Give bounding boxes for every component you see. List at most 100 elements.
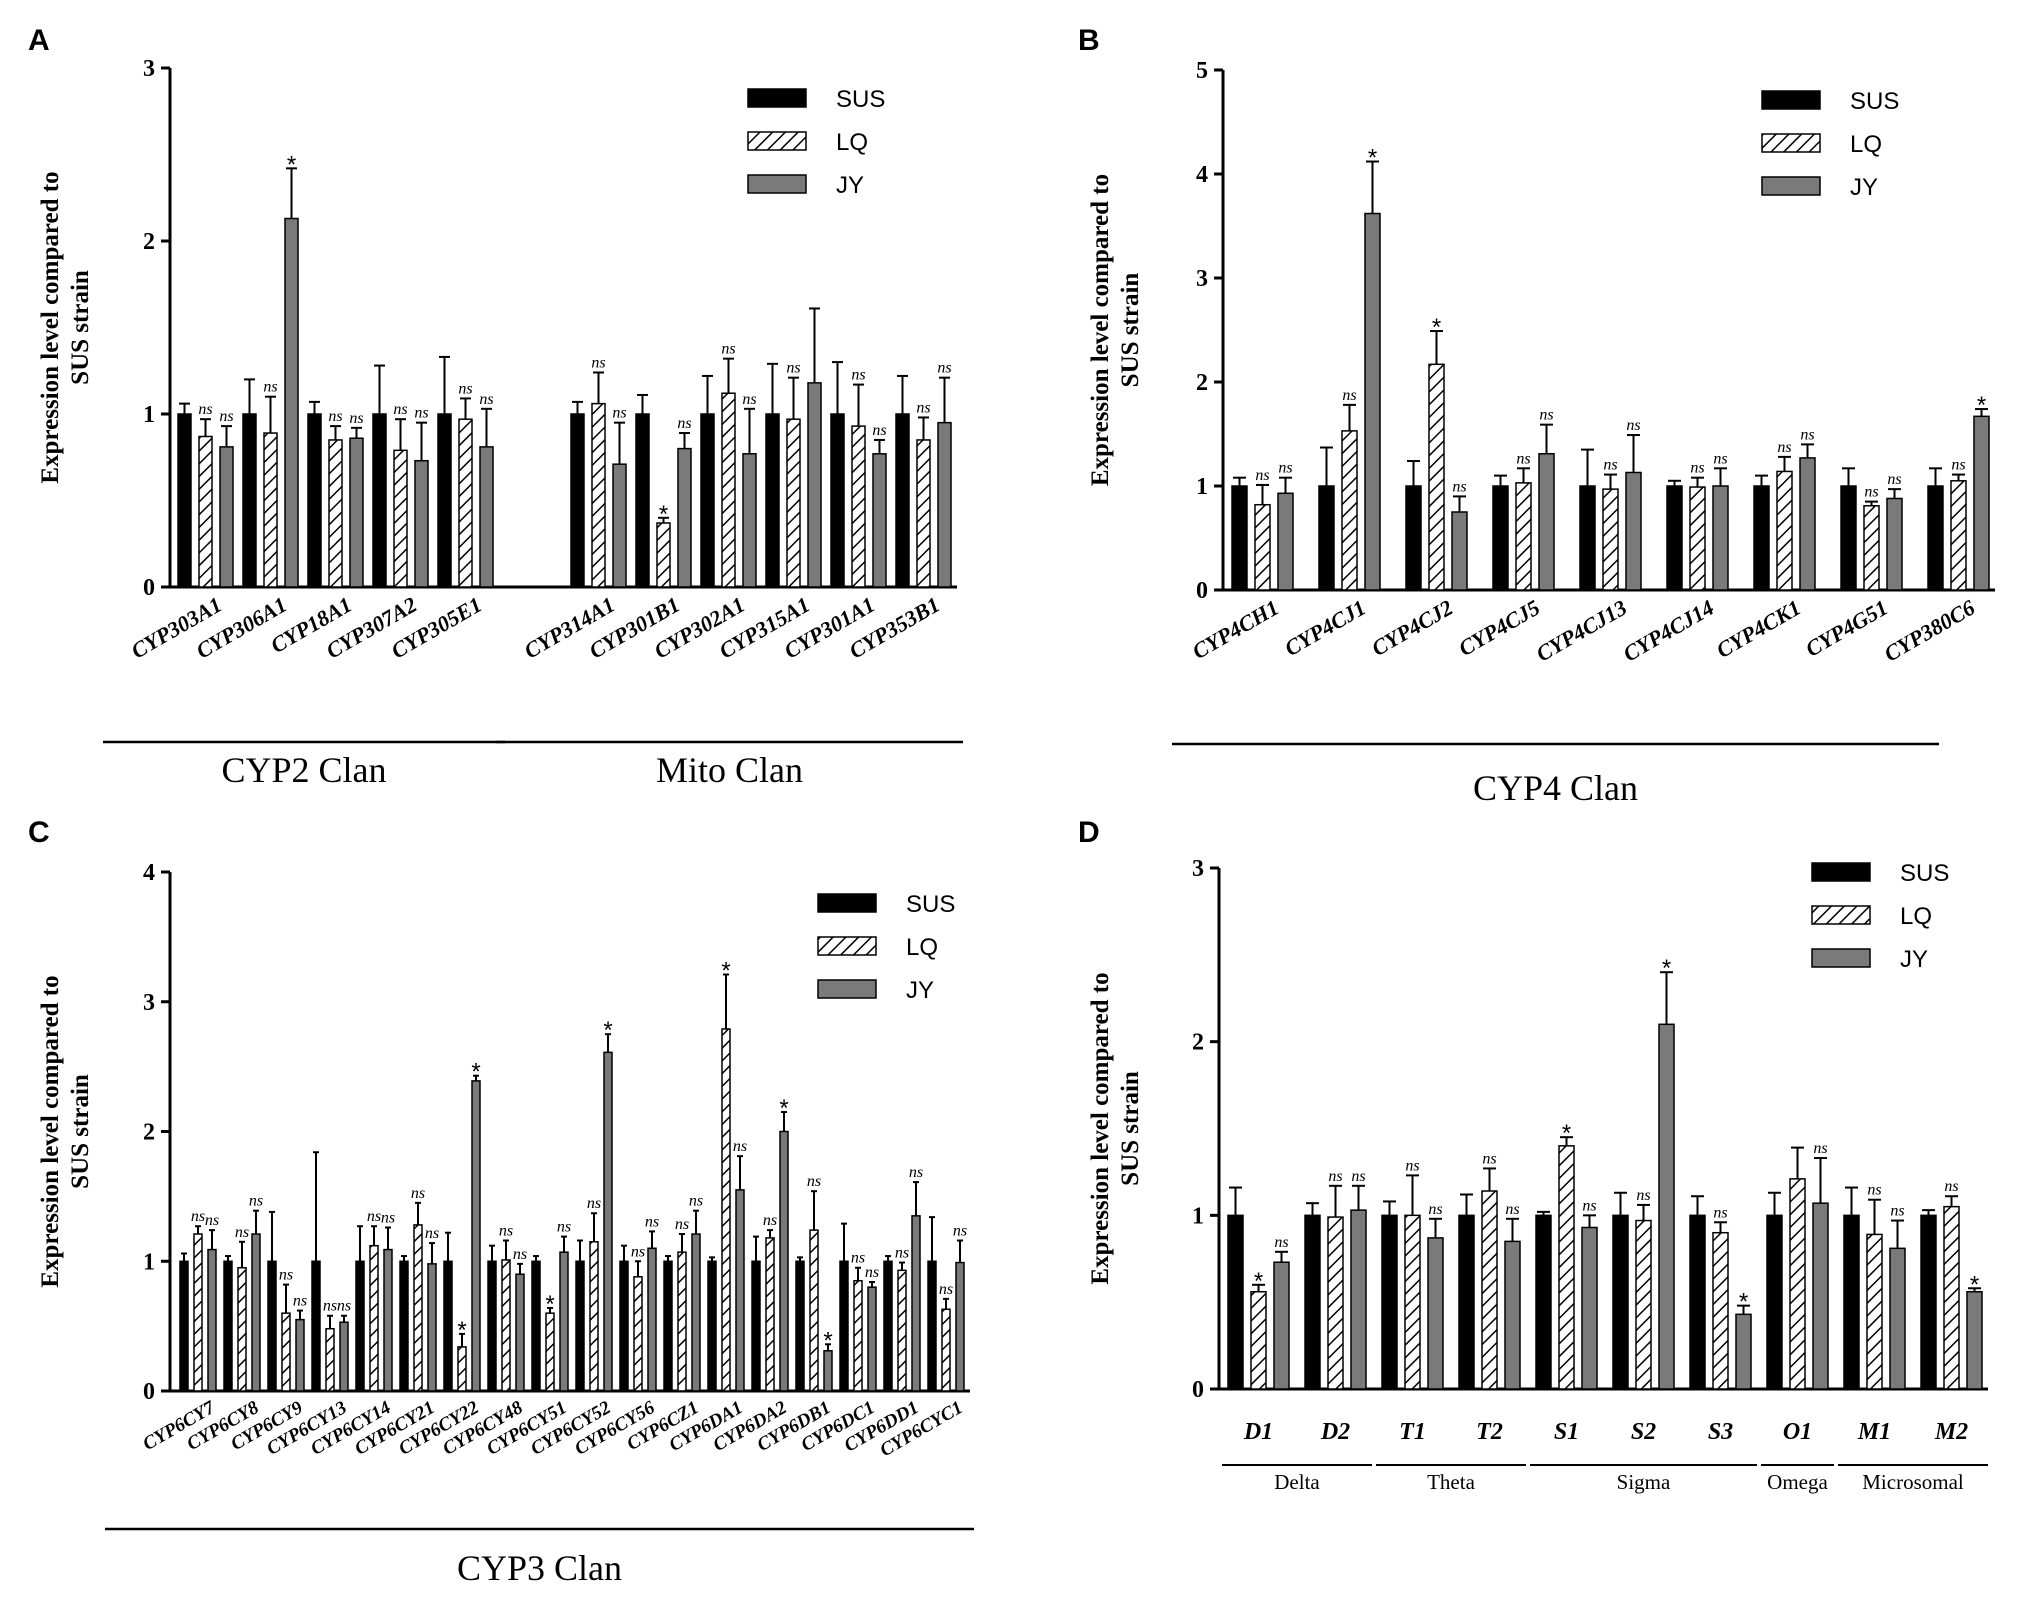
bar-sus-cyp6cy52 <box>575 1260 585 1392</box>
bar-lq-cyp6cy13 <box>325 1327 335 1392</box>
significance-ns: ns <box>337 1298 351 1315</box>
legend-label: JY <box>1850 174 1878 201</box>
bar-jy-cyp6cy13 <box>339 1321 349 1392</box>
bar-jy-cyp314a1 <box>612 463 627 588</box>
significance-star: * <box>287 151 296 178</box>
bar-jy-cyp6cz1 <box>691 1233 701 1392</box>
y-tick-label: 4 <box>143 860 155 886</box>
significance-ns: ns <box>1582 1197 1596 1214</box>
bar-sus-cyp4ch1 <box>1231 485 1248 591</box>
bar-lq-cyp4cj14 <box>1689 486 1706 591</box>
significance-ns: ns <box>1951 457 1965 474</box>
significance-ns: ns <box>1405 1157 1419 1174</box>
bar-jy-t1 <box>1427 1237 1444 1390</box>
group-label: CYP4 Clan <box>1473 768 1638 808</box>
significance-ns: ns <box>499 1222 513 1239</box>
bar-jy-cyp6cy22 <box>471 1080 481 1392</box>
bar-jy-cyp6cy56 <box>647 1247 657 1392</box>
bar-jy-cyp307a2 <box>414 459 429 588</box>
bar-sus-d1 <box>1227 1214 1244 1390</box>
category-label: D1 <box>1243 1419 1273 1445</box>
significance-ns: ns <box>219 408 233 425</box>
bar-sus-s3 <box>1689 1214 1706 1390</box>
bar-jy-cyp4cj2 <box>1451 511 1468 591</box>
bar-lq-cyp6cy21 <box>413 1224 423 1392</box>
y-tick-label: 1 <box>143 402 155 428</box>
significance-ns: ns <box>689 1193 703 1210</box>
significance-ns: ns <box>425 1225 439 1242</box>
y-tick-label: 3 <box>143 990 155 1016</box>
y-tick-label: 2 <box>143 1120 155 1146</box>
category-label: CYP4CJ2 <box>1367 595 1457 661</box>
significance-ns: ns <box>557 1219 571 1236</box>
significance-ns: ns <box>1351 1168 1365 1185</box>
bar-sus-cyp307a2 <box>372 413 387 588</box>
bar-jy-cyp4ch1 <box>1277 492 1294 591</box>
y-tick-label: 3 <box>143 56 155 82</box>
category-label: CYP380C6 <box>1880 595 1979 667</box>
bar-jy-cyp6dd1 <box>911 1215 921 1392</box>
bar-jy-d2 <box>1350 1209 1367 1390</box>
significance-ns: ns <box>895 1245 909 1262</box>
significance-ns: ns <box>328 408 342 425</box>
bar-jy-cyp6cy21 <box>427 1263 437 1392</box>
legend-swatch-lq <box>1761 133 1821 153</box>
significance-ns: ns <box>591 354 605 371</box>
category-label: T1 <box>1399 1419 1426 1445</box>
bar-jy-cyp6cy14 <box>383 1248 393 1392</box>
bar-sus-cyp6cyc1 <box>927 1260 937 1392</box>
y-axis-label: Expression level compared to SUS strain <box>37 975 94 1287</box>
significance-ns: ns <box>1636 1187 1650 1204</box>
significance-star: * <box>1662 955 1671 982</box>
significance-ns: ns <box>865 1264 879 1281</box>
bar-lq-m2 <box>1943 1205 1960 1390</box>
bar-sus-cyp302a1 <box>700 413 715 588</box>
significance-ns: ns <box>414 405 428 422</box>
bar-sus-cyp6cy8 <box>223 1260 233 1392</box>
category-label: CYP4CJ5 <box>1454 595 1544 661</box>
legend-swatch-sus <box>1811 862 1871 882</box>
bar-jy-cyp380c6 <box>1973 415 1990 591</box>
bar-lq-cyp4ck1 <box>1776 470 1793 591</box>
significance-ns: ns <box>1452 478 1466 495</box>
significance-ns: ns <box>349 410 363 427</box>
significance-ns: ns <box>631 1243 645 1260</box>
significance-star: * <box>721 958 730 985</box>
significance-ns: ns <box>742 391 756 408</box>
legend-swatch-jy <box>747 174 807 194</box>
significance-ns: ns <box>872 422 886 439</box>
significance-ns: ns <box>675 1216 689 1233</box>
bar-lq-cyp6db1 <box>809 1229 819 1392</box>
bar-lq-s1 <box>1558 1145 1575 1390</box>
bar-sus-cyp6da2 <box>751 1260 761 1392</box>
bar-jy-cyp315a1 <box>807 382 822 588</box>
significance-ns: ns <box>1887 471 1901 488</box>
bar-lq-cyp6dc1 <box>853 1279 863 1392</box>
significance-star: * <box>471 1059 480 1086</box>
significance-ns: ns <box>1516 450 1530 467</box>
y-tick-label: 1 <box>1192 1203 1204 1229</box>
bar-lq-cyp353b1 <box>916 439 931 588</box>
subgroup-label: Omega <box>1767 1470 1828 1494</box>
bar-sus-cyp6cy13 <box>311 1260 321 1392</box>
subgroup-label: Theta <box>1427 1470 1475 1494</box>
bar-jy-cyp4cj13 <box>1625 471 1642 591</box>
significance-ns: ns <box>1626 417 1640 434</box>
significance-ns: ns <box>249 1193 263 1210</box>
bar-jy-cyp6dc1 <box>867 1286 877 1392</box>
group-label: Mito Clan <box>656 750 803 790</box>
bar-sus-cyp6cy48 <box>487 1260 497 1392</box>
significance-ns: ns <box>1505 1201 1519 1218</box>
bar-lq-cyp6cyc1 <box>941 1308 951 1392</box>
significance-ns: ns <box>205 1212 219 1229</box>
bar-lq-cyp6cy8 <box>237 1266 247 1392</box>
bar-lq-cyp306a1 <box>263 432 278 588</box>
significance-star: * <box>545 1291 554 1318</box>
bar-sus-cyp6cy7 <box>179 1260 189 1392</box>
legend-swatch-sus <box>747 88 807 108</box>
bar-sus-d2 <box>1304 1214 1321 1390</box>
y-axis-label: Expression level compared to SUS strain <box>1087 174 1144 486</box>
bar-sus-cyp305e1 <box>437 413 452 588</box>
legend-label: JY <box>836 172 864 199</box>
bar-sus-t2 <box>1458 1214 1475 1390</box>
